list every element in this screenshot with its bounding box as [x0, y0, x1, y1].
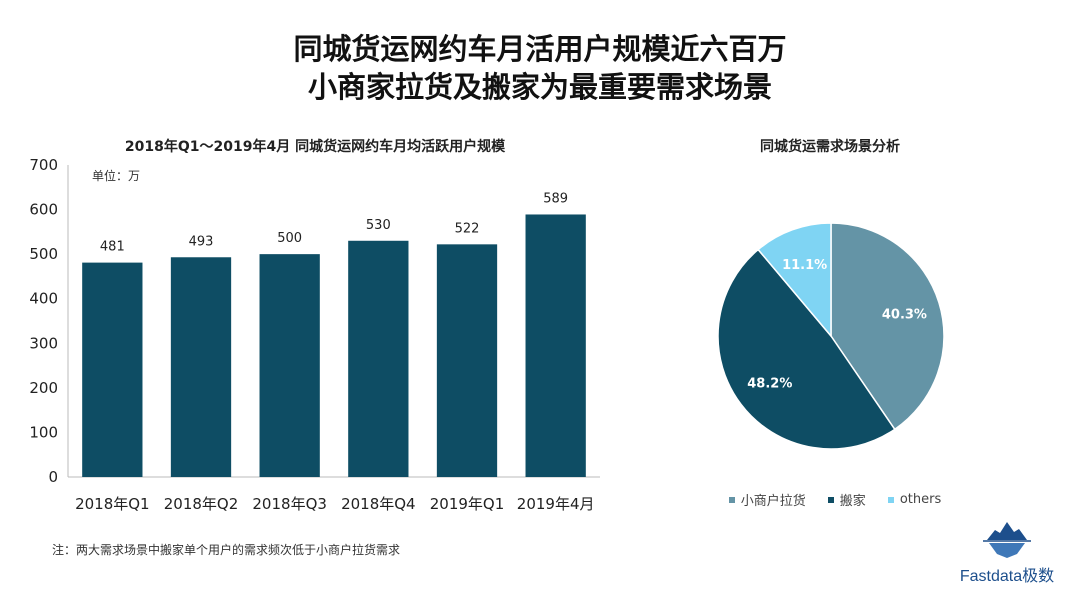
bar: [525, 214, 586, 477]
bar-value-label: 589: [543, 191, 568, 206]
bar-value-label: 530: [366, 218, 391, 233]
legend-swatch: [887, 496, 894, 503]
brand-logo: Fastdata极数: [952, 520, 1062, 586]
legend-item-others: others: [887, 492, 942, 507]
y-tick-label: 600: [29, 201, 58, 219]
y-tick-label: 100: [29, 423, 58, 441]
bar-value-label: 500: [277, 231, 302, 246]
iceberg-icon: [983, 522, 1031, 558]
bar: [259, 254, 320, 477]
y-tick-label: 400: [29, 290, 58, 308]
brand-name: Fastdata极数: [959, 568, 1055, 585]
y-tick-label: 200: [29, 379, 58, 397]
bar-value-label: 481: [100, 240, 125, 255]
y-tick-label: 0: [48, 468, 58, 486]
bar-value-label: 493: [189, 234, 214, 249]
bar-value-label: 522: [455, 221, 480, 236]
pie-chart-title: 同城货运需求场景分析: [760, 139, 900, 155]
pie-slice-label: 48.2%: [747, 376, 792, 391]
legend-label: others: [899, 492, 942, 507]
x-tick-label: 2018年Q1: [75, 495, 150, 513]
legend-label: 小商户拉货: [740, 494, 806, 509]
legend-label: 搬家: [839, 494, 866, 509]
pie-slice: [757, 222, 832, 339]
legend-item-small-merchant: 小商户拉货: [728, 490, 806, 509]
legend-item-moving: 搬家: [827, 490, 866, 509]
y-tick-label: 500: [29, 245, 58, 263]
pie-slice: [717, 248, 896, 450]
pie-slice-label: 40.3%: [882, 307, 927, 322]
bar: [436, 244, 498, 477]
x-tick-label: 2018年Q3: [252, 495, 327, 513]
bar: [170, 257, 232, 477]
y-tick-label: 700: [29, 156, 58, 174]
page-title: 同城货运网约车月活用户规模近六百万 小商家拉货及搬家为最重要需求场景: [0, 30, 1080, 106]
unit-label: 单位：万: [92, 169, 141, 183]
page-title-line-1: 同城货运网约车月活用户规模近六百万: [293, 32, 787, 66]
x-tick-label: 2019年4月: [517, 495, 595, 513]
x-tick-label: 2019年Q1: [430, 495, 505, 513]
x-tick-label: 2018年Q2: [164, 495, 239, 513]
x-tick-label: 2018年Q4: [341, 495, 416, 513]
bar: [82, 262, 143, 477]
bar: [348, 240, 409, 477]
pie-slice: [830, 222, 945, 431]
legend-swatch: [827, 496, 834, 503]
y-tick-label: 300: [29, 334, 58, 352]
pie-legend: 小商户拉货 搬家 others: [700, 490, 970, 509]
page-title-line-2: 小商家拉货及搬家为最重要需求场景: [307, 70, 772, 104]
footnote: 注：两大需求场景中搬家单个用户的需求频次低于小商户拉货需求: [52, 543, 401, 557]
bar-chart-title: 2018年Q1～2019年4月 同城货运网约车月均活跃用户规模: [124, 139, 506, 155]
legend-swatch: [728, 496, 735, 503]
pie-slice-label: 11.1%: [782, 258, 827, 273]
